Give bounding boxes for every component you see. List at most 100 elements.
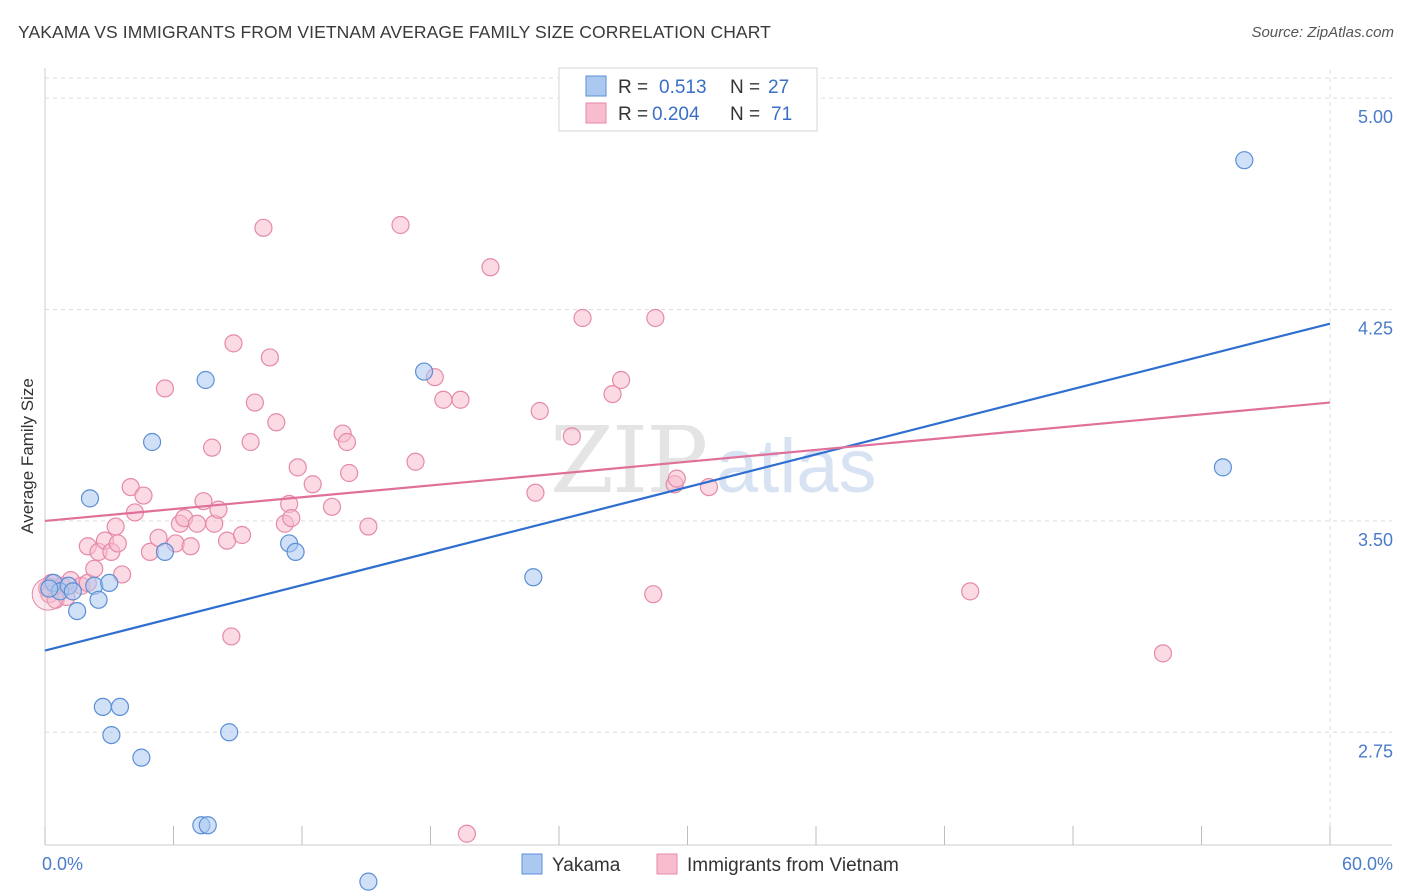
immigrants-point-47	[391, 215, 410, 235]
immigrants-point-61	[644, 585, 663, 604]
yakama-point-11	[102, 725, 121, 745]
watermark: ZIP atlas	[550, 407, 877, 514]
immigrants-point-59	[612, 370, 631, 390]
immigrants-point-5	[85, 559, 104, 578]
y-tick-labels: 5.00 4.25 3.50 2.75	[1358, 107, 1393, 761]
immigrants-point-63	[667, 469, 686, 488]
immigrants-point-23	[187, 514, 207, 533]
yakama-point-7	[89, 590, 108, 609]
immigrants-point-41	[303, 475, 322, 494]
immigrants-point-55	[530, 401, 549, 421]
immigrants-point-22	[181, 537, 200, 556]
chart-title: YAKAMA VS IMMIGRANTS FROM VIETNAM AVERAG…	[18, 22, 771, 42]
series-yakama-points	[40, 151, 1254, 891]
immigrants-point-53	[481, 258, 500, 277]
y-tick-label-3: 2.75	[1358, 741, 1393, 761]
immigrants-point-15	[134, 486, 153, 505]
yakama-point-21	[359, 872, 378, 891]
immigrants-point-13	[121, 477, 140, 497]
immigrants-point-56	[562, 427, 581, 446]
yakama-point-10	[110, 697, 130, 717]
immigrants-point-52	[457, 824, 477, 843]
immigrants-point-65	[961, 582, 980, 601]
y-tick-label-0: 5.00	[1358, 107, 1393, 127]
x-tick-label-0: 0.0%	[42, 854, 83, 874]
legend-r-value-2: 0.204	[652, 104, 700, 125]
immigrants-point-60	[646, 308, 665, 328]
immigrants-point-12	[112, 565, 132, 584]
yakama-point-24	[1235, 151, 1254, 170]
immigrants-point-30	[222, 627, 241, 646]
immigrants-point-44	[337, 432, 357, 452]
yakama-point-15	[196, 370, 215, 390]
yakama-point-23	[524, 568, 543, 587]
immigrants-point-50	[434, 390, 453, 409]
yakama-point-5	[80, 489, 100, 508]
yakama-point-22	[414, 362, 434, 381]
x-tick-label-1: 60.0%	[1342, 854, 1393, 874]
immigrants-point-26	[202, 438, 222, 457]
immigrants-point-48	[406, 452, 425, 471]
x-tick-labels: 0.0% 60.0%	[42, 854, 1393, 874]
bottom-legend-label-yakama: Yakama	[552, 855, 621, 876]
legend-n-label-2: N =	[730, 104, 760, 125]
trend-lines	[44, 322, 1331, 652]
immigrants-point-57	[573, 308, 592, 328]
immigrants-point-46	[359, 517, 378, 536]
yakama-point-13	[155, 542, 175, 562]
immigrants-point-39	[282, 508, 301, 528]
yakama-point-25	[1213, 458, 1233, 477]
immigrants-point-11	[108, 534, 127, 553]
immigrants-point-36	[267, 413, 286, 432]
immigrants-point-32	[241, 432, 260, 452]
immigrants-point-29	[224, 334, 243, 353]
immigrants-point-58	[603, 384, 622, 404]
watermark-zip: ZIP	[550, 407, 706, 514]
immigrants-point-51	[451, 390, 470, 409]
yakama-point-26	[40, 579, 59, 598]
legend: R = 0.513 N = 27 R = 0.204 N = 71	[558, 67, 818, 132]
bottom-legend-label-immigrants: Immigrants from Vietnam	[687, 855, 899, 876]
immigrants-point-34	[254, 218, 273, 237]
immigrants-point-42	[322, 497, 342, 516]
bottom-legend-swatch-immigrants	[656, 853, 678, 875]
y-tick-label-2: 3.50	[1358, 530, 1393, 550]
legend-r-label-2: R =	[618, 104, 648, 125]
bottom-legend: Yakama Immigrants from Vietnam	[521, 853, 899, 876]
yakama-point-18	[220, 723, 239, 742]
immigrants-point-10	[106, 517, 125, 536]
immigrants-point-31	[232, 525, 252, 545]
yakama-point-9	[93, 697, 112, 717]
yakama-point-17	[198, 816, 217, 835]
legend-r-value-1: 0.513	[659, 77, 707, 98]
yakama-point-4	[68, 601, 87, 621]
legend-r-label-1: R =	[618, 77, 648, 98]
yakama-point-3	[63, 582, 82, 601]
yakama-point-12	[132, 748, 151, 767]
legend-swatch-yakama	[585, 75, 607, 97]
y-tick-label-1: 4.25	[1358, 319, 1393, 339]
legend-n-value-1: 27	[768, 77, 789, 98]
legend-n-value-2: 71	[771, 104, 792, 125]
bottom-legend-swatch-yakama	[521, 853, 543, 875]
yakama-trend-line	[44, 322, 1331, 652]
immigrants-point-45	[340, 463, 359, 483]
immigrants-point-33	[245, 393, 264, 412]
immigrants-point-18	[155, 379, 175, 398]
immigrants-trend-line	[44, 401, 1331, 523]
source-label: Source: ZipAtlas.com	[1251, 24, 1394, 41]
immigrants-point-66	[1153, 644, 1173, 663]
series-immigrants-points	[31, 215, 1173, 843]
yakama-point-14	[142, 432, 162, 452]
yakama-point-8	[100, 573, 119, 593]
watermark-atlas: atlas	[716, 424, 877, 509]
y-axis-title: Average Family Size	[18, 378, 37, 534]
yakama-point-20	[286, 542, 305, 562]
immigrants-point-54	[526, 483, 545, 502]
axes	[44, 68, 1392, 846]
immigrants-point-35	[260, 348, 279, 367]
legend-n-label-1: N =	[730, 77, 760, 98]
legend-swatch-immigrants	[585, 102, 607, 124]
immigrants-point-40	[288, 458, 307, 477]
